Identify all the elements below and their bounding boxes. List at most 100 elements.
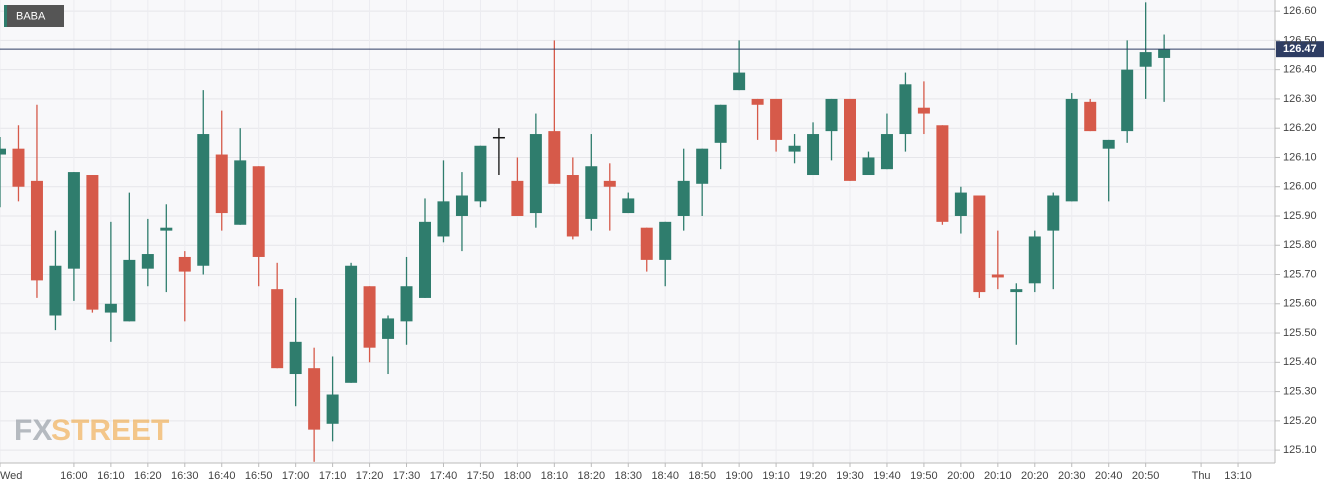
y-tick-label: 126.30 bbox=[1283, 93, 1317, 105]
candle-body bbox=[844, 98, 856, 181]
candle-body bbox=[566, 175, 579, 237]
y-tick-label: 125.60 bbox=[1283, 298, 1317, 310]
x-tick-label: 19:30 bbox=[836, 470, 864, 482]
candle-body bbox=[1065, 98, 1078, 202]
x-tick-label: 18:40 bbox=[651, 470, 679, 482]
candle-body bbox=[603, 180, 616, 187]
y-tick-label: 125.10 bbox=[1283, 444, 1317, 456]
y-tick-label: 126.40 bbox=[1283, 64, 1317, 76]
x-tick-label: 16:20 bbox=[134, 470, 162, 482]
x-tick-label: 17:00 bbox=[282, 470, 310, 482]
x-tick-label: 20:00 bbox=[947, 470, 975, 482]
x-tick-label: 17:20 bbox=[356, 470, 384, 482]
x-tick-label: 17:40 bbox=[430, 470, 458, 482]
candle-body bbox=[548, 131, 561, 184]
candle-body bbox=[271, 289, 284, 369]
candle-body bbox=[474, 145, 487, 202]
watermark-fx: FX bbox=[14, 414, 52, 447]
x-tick-label: 19:20 bbox=[799, 470, 827, 482]
watermark-street: STREET bbox=[51, 414, 169, 447]
candle-body bbox=[880, 134, 893, 170]
y-tick-label: 126.00 bbox=[1283, 181, 1317, 193]
legend-swatch bbox=[4, 5, 7, 27]
x-tick-label: 18:10 bbox=[541, 470, 569, 482]
candle-body bbox=[1139, 52, 1152, 67]
y-tick-label: 125.20 bbox=[1283, 415, 1317, 427]
candle-body bbox=[67, 172, 80, 269]
x-tick-label: 16:40 bbox=[208, 470, 236, 482]
x-tick-label: 16:00 bbox=[60, 470, 88, 482]
candle-body bbox=[529, 134, 542, 214]
x-tick-label: 20:30 bbox=[1058, 470, 1086, 482]
candle-body bbox=[1102, 139, 1115, 149]
candle-body bbox=[640, 227, 653, 260]
y-tick-label: 125.90 bbox=[1283, 210, 1317, 222]
candle-body bbox=[86, 175, 99, 310]
candle-body bbox=[12, 148, 25, 187]
x-tick-label: 20:10 bbox=[984, 470, 1012, 482]
candle-body bbox=[917, 107, 930, 114]
candle-body bbox=[326, 394, 339, 424]
x-tick-label: 20:40 bbox=[1095, 470, 1123, 482]
candle-body bbox=[1158, 49, 1171, 58]
candle-body bbox=[751, 98, 764, 105]
legend-label: BABA bbox=[16, 10, 46, 22]
candle-body bbox=[234, 160, 247, 225]
candle-body bbox=[973, 195, 986, 293]
candle-body bbox=[455, 195, 468, 216]
candle-body bbox=[289, 341, 302, 375]
candle-body bbox=[807, 134, 820, 176]
candle-body bbox=[696, 148, 709, 184]
x-tick-label: 17:50 bbox=[467, 470, 495, 482]
candle-body bbox=[1010, 289, 1023, 293]
y-tick-label: 126.20 bbox=[1283, 122, 1317, 134]
last-price-label: 126.47 bbox=[1283, 43, 1317, 55]
candle-body bbox=[733, 72, 746, 91]
legend: BABA bbox=[4, 5, 64, 27]
candle-body bbox=[622, 198, 635, 214]
x-tick-label: 19:50 bbox=[910, 470, 938, 482]
y-tick-label: 125.50 bbox=[1283, 327, 1317, 339]
candle-body bbox=[677, 180, 690, 216]
y-tick-label: 125.30 bbox=[1283, 385, 1317, 397]
candle-body bbox=[382, 318, 395, 339]
x-tick-label: 13:10 bbox=[1224, 470, 1252, 482]
y-tick-label: 126.60 bbox=[1283, 5, 1317, 17]
candle-body bbox=[308, 368, 321, 430]
x-tick-label: 20:50 bbox=[1132, 470, 1160, 482]
candle-body bbox=[437, 201, 450, 237]
candle-body bbox=[419, 221, 431, 298]
candle-body bbox=[160, 227, 173, 231]
candle-body bbox=[215, 154, 228, 214]
candle-body bbox=[400, 286, 413, 322]
candle-body bbox=[991, 274, 1004, 278]
candle-body bbox=[899, 84, 912, 135]
candle-body bbox=[104, 303, 117, 313]
x-tick-label: 18:00 bbox=[504, 470, 532, 482]
candle-body bbox=[178, 256, 191, 272]
x-tick-label: 16:30 bbox=[171, 470, 199, 482]
plot-background bbox=[0, 0, 1275, 463]
candle-body bbox=[659, 221, 672, 260]
candle-body bbox=[714, 104, 727, 143]
x-tick-label: 18:20 bbox=[578, 470, 606, 482]
y-tick-label: 125.70 bbox=[1283, 268, 1317, 280]
legend-box bbox=[4, 5, 64, 27]
candle-body bbox=[1121, 69, 1134, 132]
x-tick-label: 20:20 bbox=[1021, 470, 1049, 482]
y-tick-label: 126.50 bbox=[1283, 34, 1317, 46]
candle-body bbox=[1047, 195, 1060, 231]
candle-body bbox=[197, 134, 210, 266]
candle-body bbox=[363, 286, 376, 348]
candle-body bbox=[141, 254, 154, 269]
x-tick-label: Wed bbox=[0, 470, 22, 482]
candle-body bbox=[123, 259, 136, 322]
x-tick-label: 16:10 bbox=[97, 470, 125, 482]
candle-body bbox=[511, 180, 524, 216]
candle-body bbox=[49, 265, 62, 316]
candle-body bbox=[1028, 236, 1041, 284]
x-tick-label: 19:00 bbox=[725, 470, 753, 482]
y-tick-label: 125.80 bbox=[1283, 239, 1317, 251]
x-tick-label: 18:50 bbox=[688, 470, 716, 482]
